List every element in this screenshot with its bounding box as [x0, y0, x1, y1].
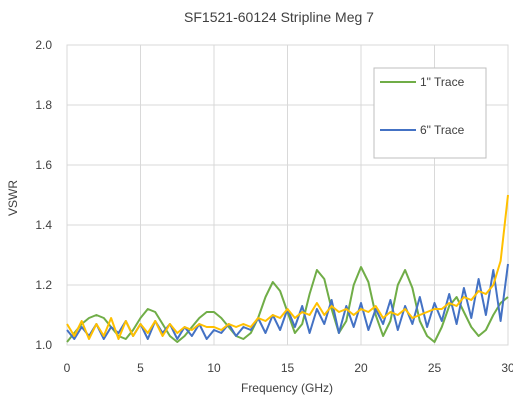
x-tick-label: 10 [207, 361, 221, 375]
y-tick-label: 1.2 [35, 278, 52, 292]
y-tick-label: 1.6 [35, 158, 52, 172]
legend: 1" Trace 6" Trace [373, 67, 487, 159]
chart-title: SF1521-60124 Stripline Meg 7 [184, 9, 374, 25]
series-layer [66, 194, 509, 343]
y-tick-label: 1.8 [35, 98, 52, 112]
x-axis-title: Frequency (GHz) [241, 381, 333, 395]
legend-box [373, 67, 487, 159]
x-tick-label: 30 [501, 361, 513, 375]
y-tick-label: 2.0 [35, 38, 52, 52]
legend-label-1: 1" Trace [420, 75, 465, 89]
x-tick-label: 20 [354, 361, 368, 375]
tick-labels: 0 5 10 15 20 25 30 1.0 1.2 1.4 1.6 1.8 2.0 [35, 38, 513, 375]
y-tick-label: 1.0 [35, 338, 52, 352]
y-tick-label: 1.4 [35, 218, 52, 232]
series-line-3 [66, 194, 509, 340]
y-axis-title: VSWR [6, 180, 20, 216]
x-tick-label: 0 [64, 361, 71, 375]
x-tick-label: 25 [428, 361, 442, 375]
x-tick-label: 5 [137, 361, 144, 375]
x-tick-label: 15 [281, 361, 295, 375]
legend-label-2: 6" Trace [420, 123, 465, 137]
